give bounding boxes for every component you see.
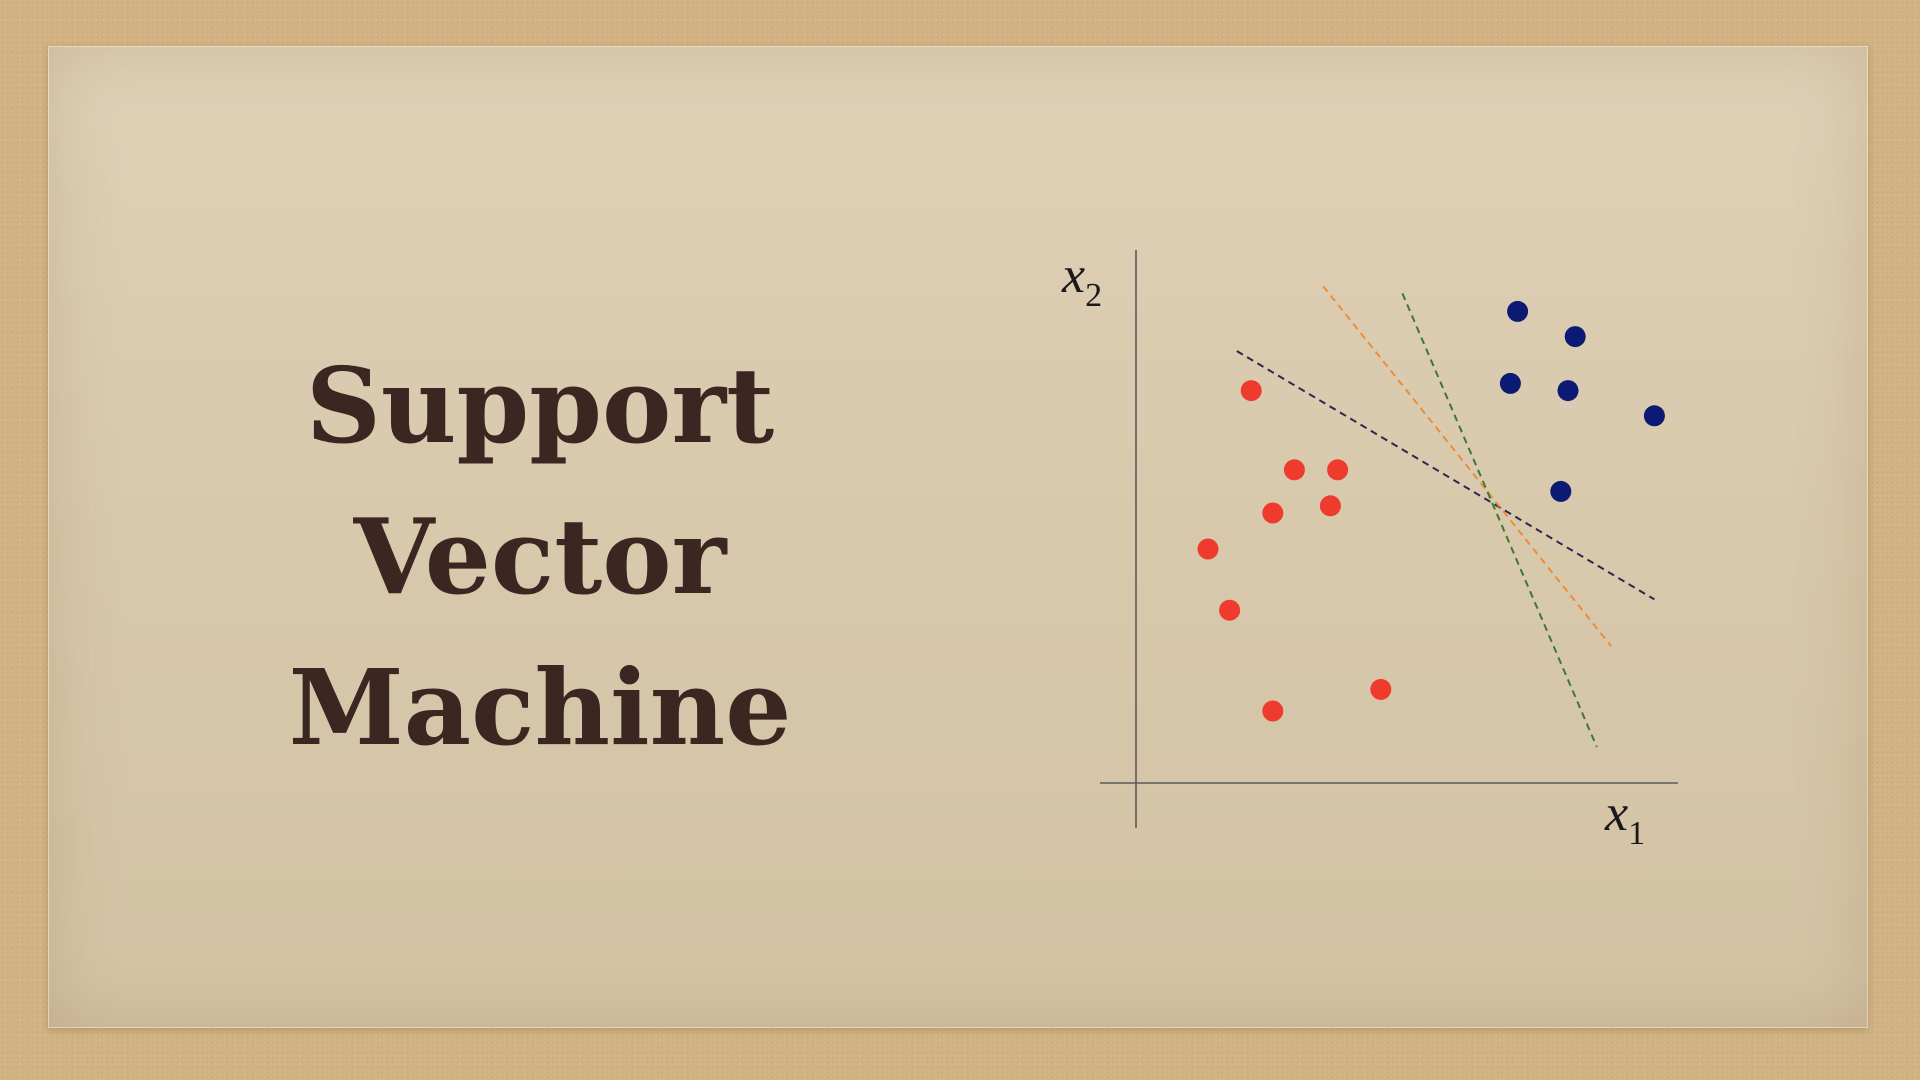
y-axis-label: x2 — [1061, 247, 1102, 314]
separator-line-2 — [1322, 285, 1612, 647]
slide-title: Support Vector Machine — [250, 330, 830, 783]
slide-paper — [48, 46, 1868, 1028]
red-point-9 — [1370, 678, 1392, 700]
red-point-8 — [1319, 495, 1341, 517]
red-point-1 — [1197, 538, 1219, 560]
separator-line-3 — [1401, 293, 1598, 748]
separator-lines — [1236, 285, 1655, 748]
red-point-2 — [1240, 380, 1262, 402]
red-point-6 — [1283, 459, 1305, 481]
title-line-vector: Vector — [353, 495, 727, 618]
blue-point-1 — [1507, 300, 1529, 322]
red-point-7 — [1327, 459, 1349, 481]
title-line-support: Support — [305, 344, 775, 467]
svm-diagram: x2 x1 — [1061, 247, 1678, 852]
red-point-4 — [1262, 700, 1284, 722]
x-axis-label: x1 — [1604, 785, 1645, 852]
title-line-machine: Machine — [288, 646, 792, 769]
blue-point-3 — [1499, 372, 1521, 394]
red-point-3 — [1219, 599, 1241, 621]
data-points — [1197, 300, 1665, 722]
blue-point-5 — [1643, 405, 1665, 427]
blue-point-2 — [1564, 326, 1586, 348]
blue-point-6 — [1550, 480, 1572, 502]
blue-point-4 — [1557, 380, 1579, 402]
separator-line-1 — [1236, 350, 1655, 601]
red-point-5 — [1262, 502, 1284, 524]
